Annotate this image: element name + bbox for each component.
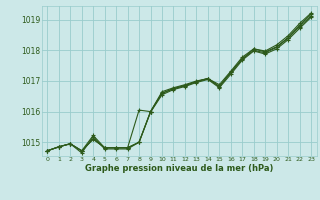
X-axis label: Graphe pression niveau de la mer (hPa): Graphe pression niveau de la mer (hPa) <box>85 164 273 173</box>
